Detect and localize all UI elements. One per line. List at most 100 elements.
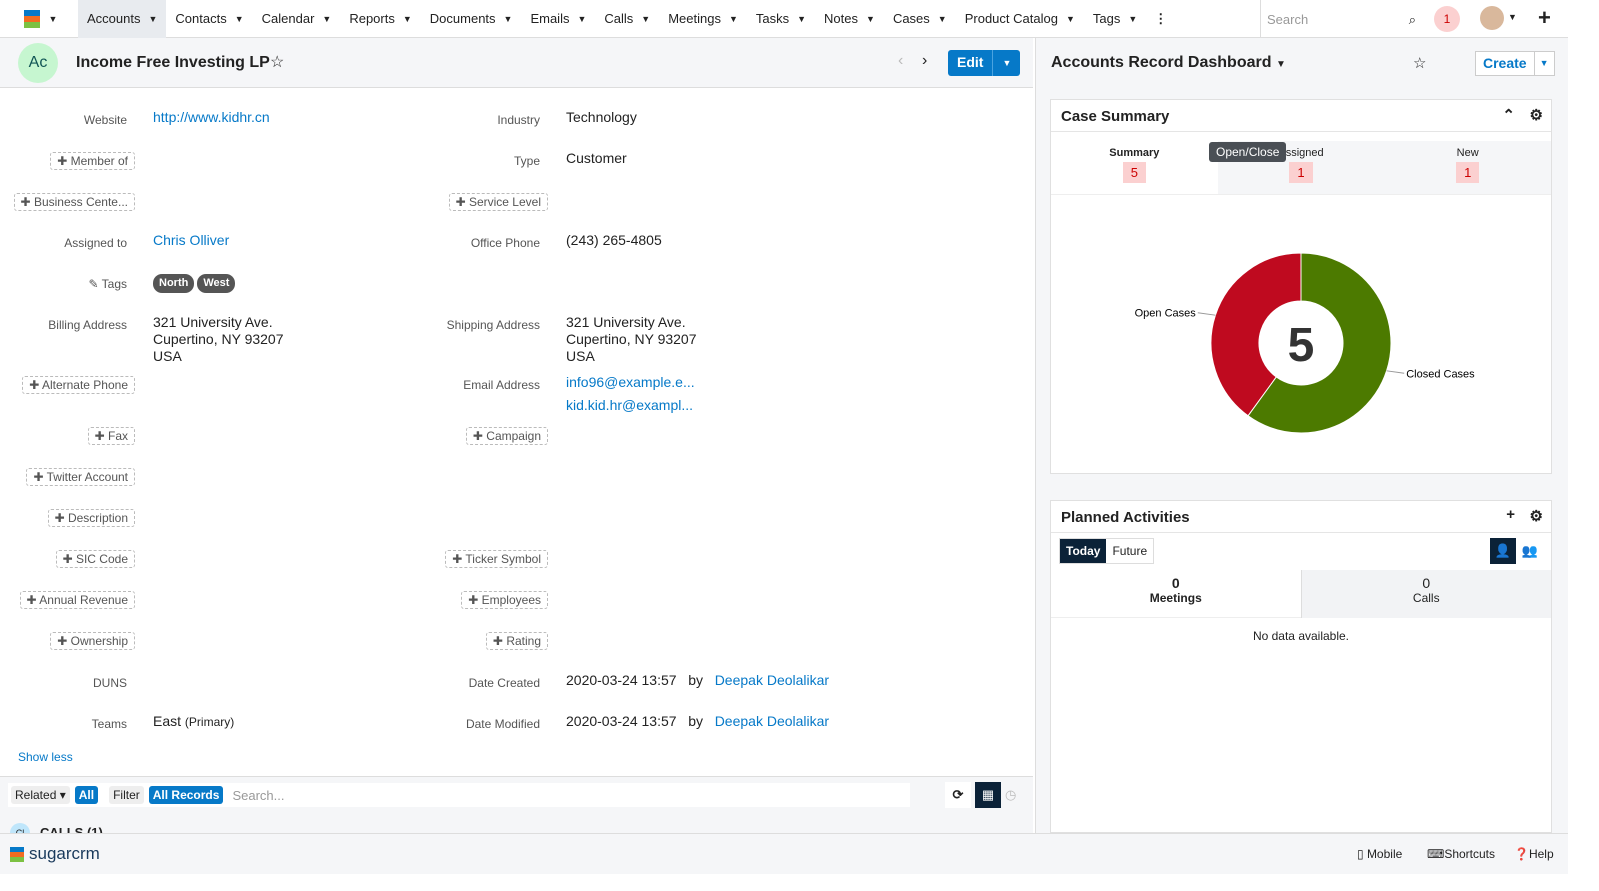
global-search-input[interactable]: Search ⌕ bbox=[1260, 0, 1430, 38]
tab-future[interactable]: Future bbox=[1112, 544, 1148, 558]
more-menu-icon[interactable]: ⋮ bbox=[1154, 10, 1168, 26]
dashboard-favorite-icon[interactable]: ☆ bbox=[1413, 55, 1427, 72]
field-value[interactable]: North West bbox=[153, 273, 238, 293]
add-field-button[interactable]: ✚ Rating bbox=[485, 632, 548, 650]
nav-item[interactable]: Contacts ▼ bbox=[175, 11, 244, 26]
chevron-down-icon[interactable]: ▼ bbox=[577, 13, 587, 24]
list-view-icon[interactable]: ▦ bbox=[975, 782, 1001, 808]
case-tab[interactable]: Summary 5 bbox=[1051, 141, 1218, 194]
chevron-down-icon[interactable]: ▼ bbox=[503, 13, 513, 24]
previous-record-icon[interactable]: ‹ bbox=[898, 52, 904, 69]
add-field-button[interactable]: ✚ Business Cente... bbox=[13, 193, 135, 211]
field-label: Industry bbox=[497, 113, 540, 127]
refresh-icon[interactable]: ⟳ bbox=[945, 782, 971, 808]
chevron-down-icon[interactable]: ▼ bbox=[148, 13, 158, 24]
user-menu-caret-icon[interactable]: ▼ bbox=[1508, 12, 1517, 22]
help-link[interactable]: ❓Help bbox=[1514, 847, 1554, 861]
donut-slice[interactable] bbox=[1210, 252, 1302, 417]
favorite-star-icon[interactable]: ☆ bbox=[270, 54, 285, 71]
chevron-down-icon[interactable]: ▼ bbox=[797, 13, 807, 24]
meetings-tab[interactable]: 0 Meetings bbox=[1051, 570, 1301, 618]
add-field-button[interactable]: ✚ Ownership bbox=[50, 632, 135, 650]
field-value[interactable]: Chris Olliver bbox=[153, 232, 230, 248]
notifications-badge[interactable]: 1 bbox=[1434, 6, 1460, 32]
subpanel-search-input[interactable]: Search... bbox=[232, 787, 285, 803]
my-activities-icon[interactable]: 👤 bbox=[1490, 538, 1516, 564]
add-field-button[interactable]: ✚ Employees bbox=[461, 591, 548, 609]
chevron-down-icon[interactable]: ▼ bbox=[937, 13, 947, 24]
add-field-button[interactable]: ✚ Annual Revenue bbox=[19, 591, 135, 609]
chevron-down-icon[interactable]: ▼ bbox=[641, 13, 651, 24]
mobile-link[interactable]: ▯ Mobile bbox=[1357, 847, 1403, 861]
sugarcrm-logo[interactable]: sugarcrm bbox=[8, 844, 100, 864]
field-label: Date Modified bbox=[465, 717, 540, 731]
chevron-down-icon[interactable]: ▼ bbox=[402, 13, 412, 24]
related-dropdown[interactable]: Related ▾ bbox=[11, 786, 70, 804]
chevron-down-icon[interactable]: ▼ bbox=[1065, 13, 1075, 24]
shortcuts-link[interactable]: ⌨Shortcuts bbox=[1427, 847, 1496, 861]
activity-stream-icon[interactable]: ◷ bbox=[1005, 787, 1017, 802]
chevron-down-icon[interactable]: ▼ bbox=[866, 13, 875, 24]
case-donut-chart: Open Cases Closed Cases 5 bbox=[1135, 252, 1475, 434]
settings-gear-icon[interactable]: ⚙ bbox=[1529, 508, 1543, 525]
nav-item[interactable]: Emails ▼ bbox=[530, 11, 587, 26]
nav-item[interactable]: Tasks ▼ bbox=[755, 11, 807, 26]
tab-today[interactable]: Today bbox=[1060, 539, 1107, 563]
field-value[interactable]: 2020-03-24 13:57 by Deepak Deolalikar bbox=[566, 713, 830, 729]
nav-item[interactable]: Notes ▼ bbox=[824, 11, 875, 26]
add-field-button[interactable]: ✚ SIC Code bbox=[55, 550, 135, 568]
nav-item[interactable]: Documents ▼ bbox=[429, 11, 513, 26]
team-activities-icon[interactable]: 👥 bbox=[1521, 543, 1539, 558]
dashboard-title[interactable]: Accounts Record Dashboard ▼ bbox=[1051, 54, 1286, 71]
add-field-button[interactable]: ✚ Twitter Account bbox=[26, 468, 135, 486]
quick-create-plus-icon[interactable]: + bbox=[1538, 5, 1551, 30]
field-value[interactable]: http://www.kidhr.cn bbox=[153, 109, 270, 125]
nav-item[interactable]: Product Catalog ▼ bbox=[964, 11, 1075, 26]
add-activity-icon[interactable]: + bbox=[1506, 506, 1515, 523]
field-label: Office Phone bbox=[470, 236, 540, 250]
add-field-button[interactable]: ✚ Campaign bbox=[465, 427, 548, 445]
filter-label[interactable]: Filter bbox=[109, 786, 144, 804]
chevron-down-icon[interactable]: ▼ bbox=[234, 13, 244, 24]
chevron-down-icon[interactable]: ▼ bbox=[728, 13, 738, 24]
page-scrollbar[interactable] bbox=[1568, 0, 1599, 891]
settings-gear-icon[interactable]: ⚙ bbox=[1529, 107, 1543, 124]
field-label: Website bbox=[83, 113, 127, 127]
field-label: Teams bbox=[91, 717, 127, 731]
donut-slice[interactable] bbox=[1247, 252, 1392, 434]
nav-item[interactable]: Tags ▼ bbox=[1092, 11, 1138, 26]
app-logo-menu[interactable]: ▼ bbox=[0, 0, 78, 38]
field-value[interactable]: 2020-03-24 13:57 by Deepak Deolalikar bbox=[566, 672, 830, 688]
show-less-link[interactable]: Show less bbox=[18, 750, 73, 764]
nav-item[interactable]: Accounts ▼ bbox=[78, 0, 167, 38]
add-field-button[interactable]: ✚ Alternate Phone bbox=[22, 376, 135, 394]
edit-button[interactable]: Edit ▼ bbox=[948, 50, 1021, 76]
add-field-button[interactable]: ✚ Fax bbox=[87, 427, 135, 445]
create-button[interactable]: Create ▼ bbox=[1475, 51, 1555, 76]
case-tab[interactable]: Assigned 1 bbox=[1217, 141, 1385, 194]
create-dropdown-icon[interactable]: ▼ bbox=[1533, 52, 1554, 75]
nav-item[interactable]: Calendar ▼ bbox=[261, 11, 332, 26]
record-title: Income Free Investing LP bbox=[76, 54, 270, 71]
calls-tab[interactable]: 0 Calls bbox=[1300, 570, 1551, 618]
add-field-button[interactable]: ✚ Ticker Symbol bbox=[445, 550, 548, 568]
chevron-down-icon[interactable]: ▼ bbox=[1128, 13, 1138, 24]
nav-item[interactable]: Meetings ▼ bbox=[668, 11, 738, 26]
field-value[interactable]: info96@example.e... kid.kid.hr@exampl... bbox=[566, 374, 695, 413]
edit-dropdown-icon[interactable]: ▼ bbox=[992, 50, 1020, 76]
nav-item[interactable]: Reports ▼ bbox=[349, 11, 412, 26]
add-field-button[interactable]: ✚ Service Level bbox=[448, 193, 548, 211]
chevron-down-icon[interactable]: ▼ bbox=[322, 13, 332, 24]
collapse-icon[interactable]: ⌃ bbox=[1502, 107, 1515, 124]
search-icon[interactable]: ⌕ bbox=[1408, 12, 1416, 27]
add-field-button[interactable]: ✚ Member of bbox=[50, 152, 135, 170]
all-records-pill[interactable]: All Records bbox=[148, 786, 224, 804]
next-record-icon[interactable]: › bbox=[922, 52, 928, 69]
case-tab[interactable]: New 1 bbox=[1384, 141, 1552, 194]
add-field-button[interactable]: ✚ Description bbox=[47, 509, 135, 527]
user-avatar[interactable] bbox=[1480, 6, 1504, 30]
nav-item[interactable]: Cases ▼ bbox=[892, 11, 947, 26]
field-value: Customer bbox=[566, 150, 627, 166]
nav-item[interactable]: Calls ▼ bbox=[604, 11, 651, 26]
related-all-pill[interactable]: All bbox=[74, 786, 99, 804]
